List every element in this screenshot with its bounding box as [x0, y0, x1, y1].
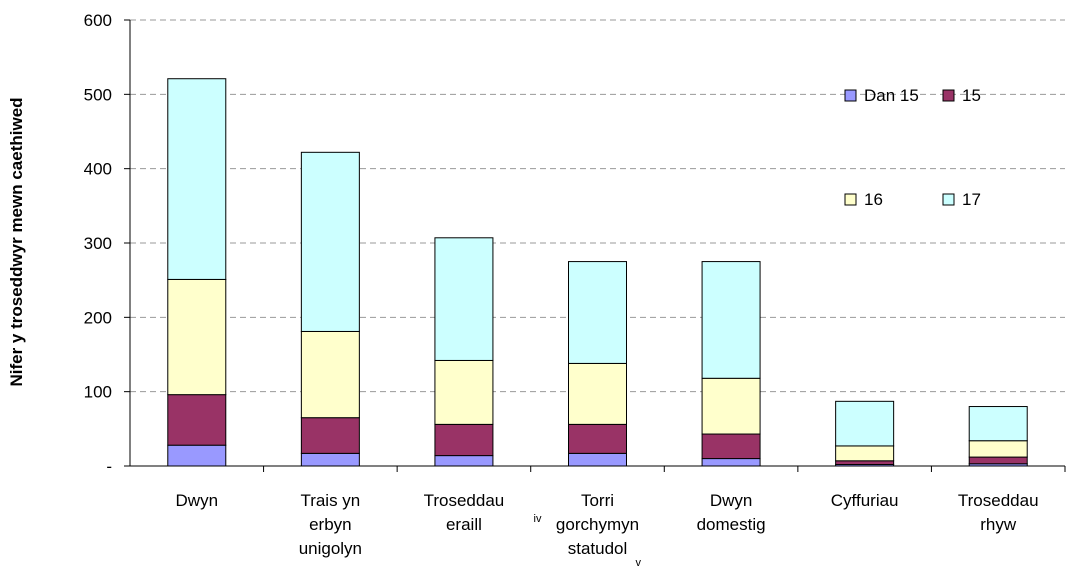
bar-segment: [835, 460, 895, 466]
bar-segment: [568, 362, 627, 425]
category-label: eraill: [446, 515, 482, 534]
bar-segment: [167, 444, 227, 467]
bar-segment: [701, 261, 761, 379]
legend-label: 17: [962, 190, 981, 209]
bar-segment: [701, 433, 761, 460]
bar-segment: [434, 359, 494, 425]
bar-segment: [968, 440, 1028, 458]
annotation-v: v: [636, 557, 642, 569]
category-label: Trais yn: [300, 491, 360, 510]
legend-swatch: [942, 193, 955, 206]
bar-segment: [434, 237, 494, 361]
bar-segment: [968, 456, 1028, 465]
category-label: Dwyn: [176, 491, 219, 510]
y-tick-label: -: [106, 457, 112, 476]
category-label: Troseddau: [424, 491, 505, 510]
y-tick-label: 600: [84, 11, 112, 30]
category-label: Torri: [581, 491, 614, 510]
bar-segment: [835, 445, 895, 462]
legend: Dan 15 15 16 17: [844, 86, 981, 209]
bar-segment: [300, 452, 360, 467]
legend-label: 16: [864, 190, 883, 209]
legend-swatch: [844, 193, 857, 206]
bar-segment: [434, 455, 494, 467]
bar-segment: [300, 417, 360, 454]
category-label: domestig: [697, 515, 766, 534]
y-tick-label: 200: [84, 308, 112, 327]
category-label: Troseddau: [958, 491, 1039, 510]
bar-segment: [701, 458, 761, 467]
bar-segment: [568, 452, 627, 467]
bar-segment: [167, 278, 227, 396]
bar-segment: [167, 394, 227, 446]
bar-segment: [968, 406, 1028, 442]
bar-segment: [434, 423, 494, 457]
bar-segment: [300, 330, 360, 419]
bar-segment: [568, 261, 627, 364]
bar-segment: [701, 377, 761, 435]
category-label: erbyn: [309, 515, 352, 534]
annotation-iv: iv: [534, 513, 542, 525]
gridlines: [130, 19, 1065, 393]
bar-segment: [300, 151, 360, 332]
category-label: gorchymyn: [556, 515, 639, 534]
legend-label: Dan 15: [864, 86, 919, 105]
category-label: unigolyn: [299, 539, 362, 558]
axes: - 100 200 300 400 500 600: [84, 11, 1066, 476]
y-tick-label: 300: [84, 234, 112, 253]
y-tick-label: 100: [84, 383, 112, 402]
y-axis-label: Nifer y troseddwyr mewn caethiwed: [7, 97, 26, 386]
y-tick-label: 400: [84, 160, 112, 179]
bar-segment: [167, 78, 227, 280]
category-label: Dwyn: [710, 491, 753, 510]
category-labels: Dwyn Trais yn erbyn unigolyn Troseddau eraill…: [176, 491, 1039, 569]
category-label: Cyffuriau: [831, 491, 899, 510]
legend-swatch: [942, 89, 955, 102]
bar-segment: [835, 400, 895, 447]
category-label: rhyw: [980, 515, 1017, 534]
legend-label: 15: [962, 86, 981, 105]
category-label: statudol: [568, 539, 628, 558]
bars: [167, 78, 1028, 467]
bar-segment: [568, 423, 627, 454]
y-tick-label: 500: [84, 85, 112, 104]
legend-swatch: [844, 89, 857, 102]
